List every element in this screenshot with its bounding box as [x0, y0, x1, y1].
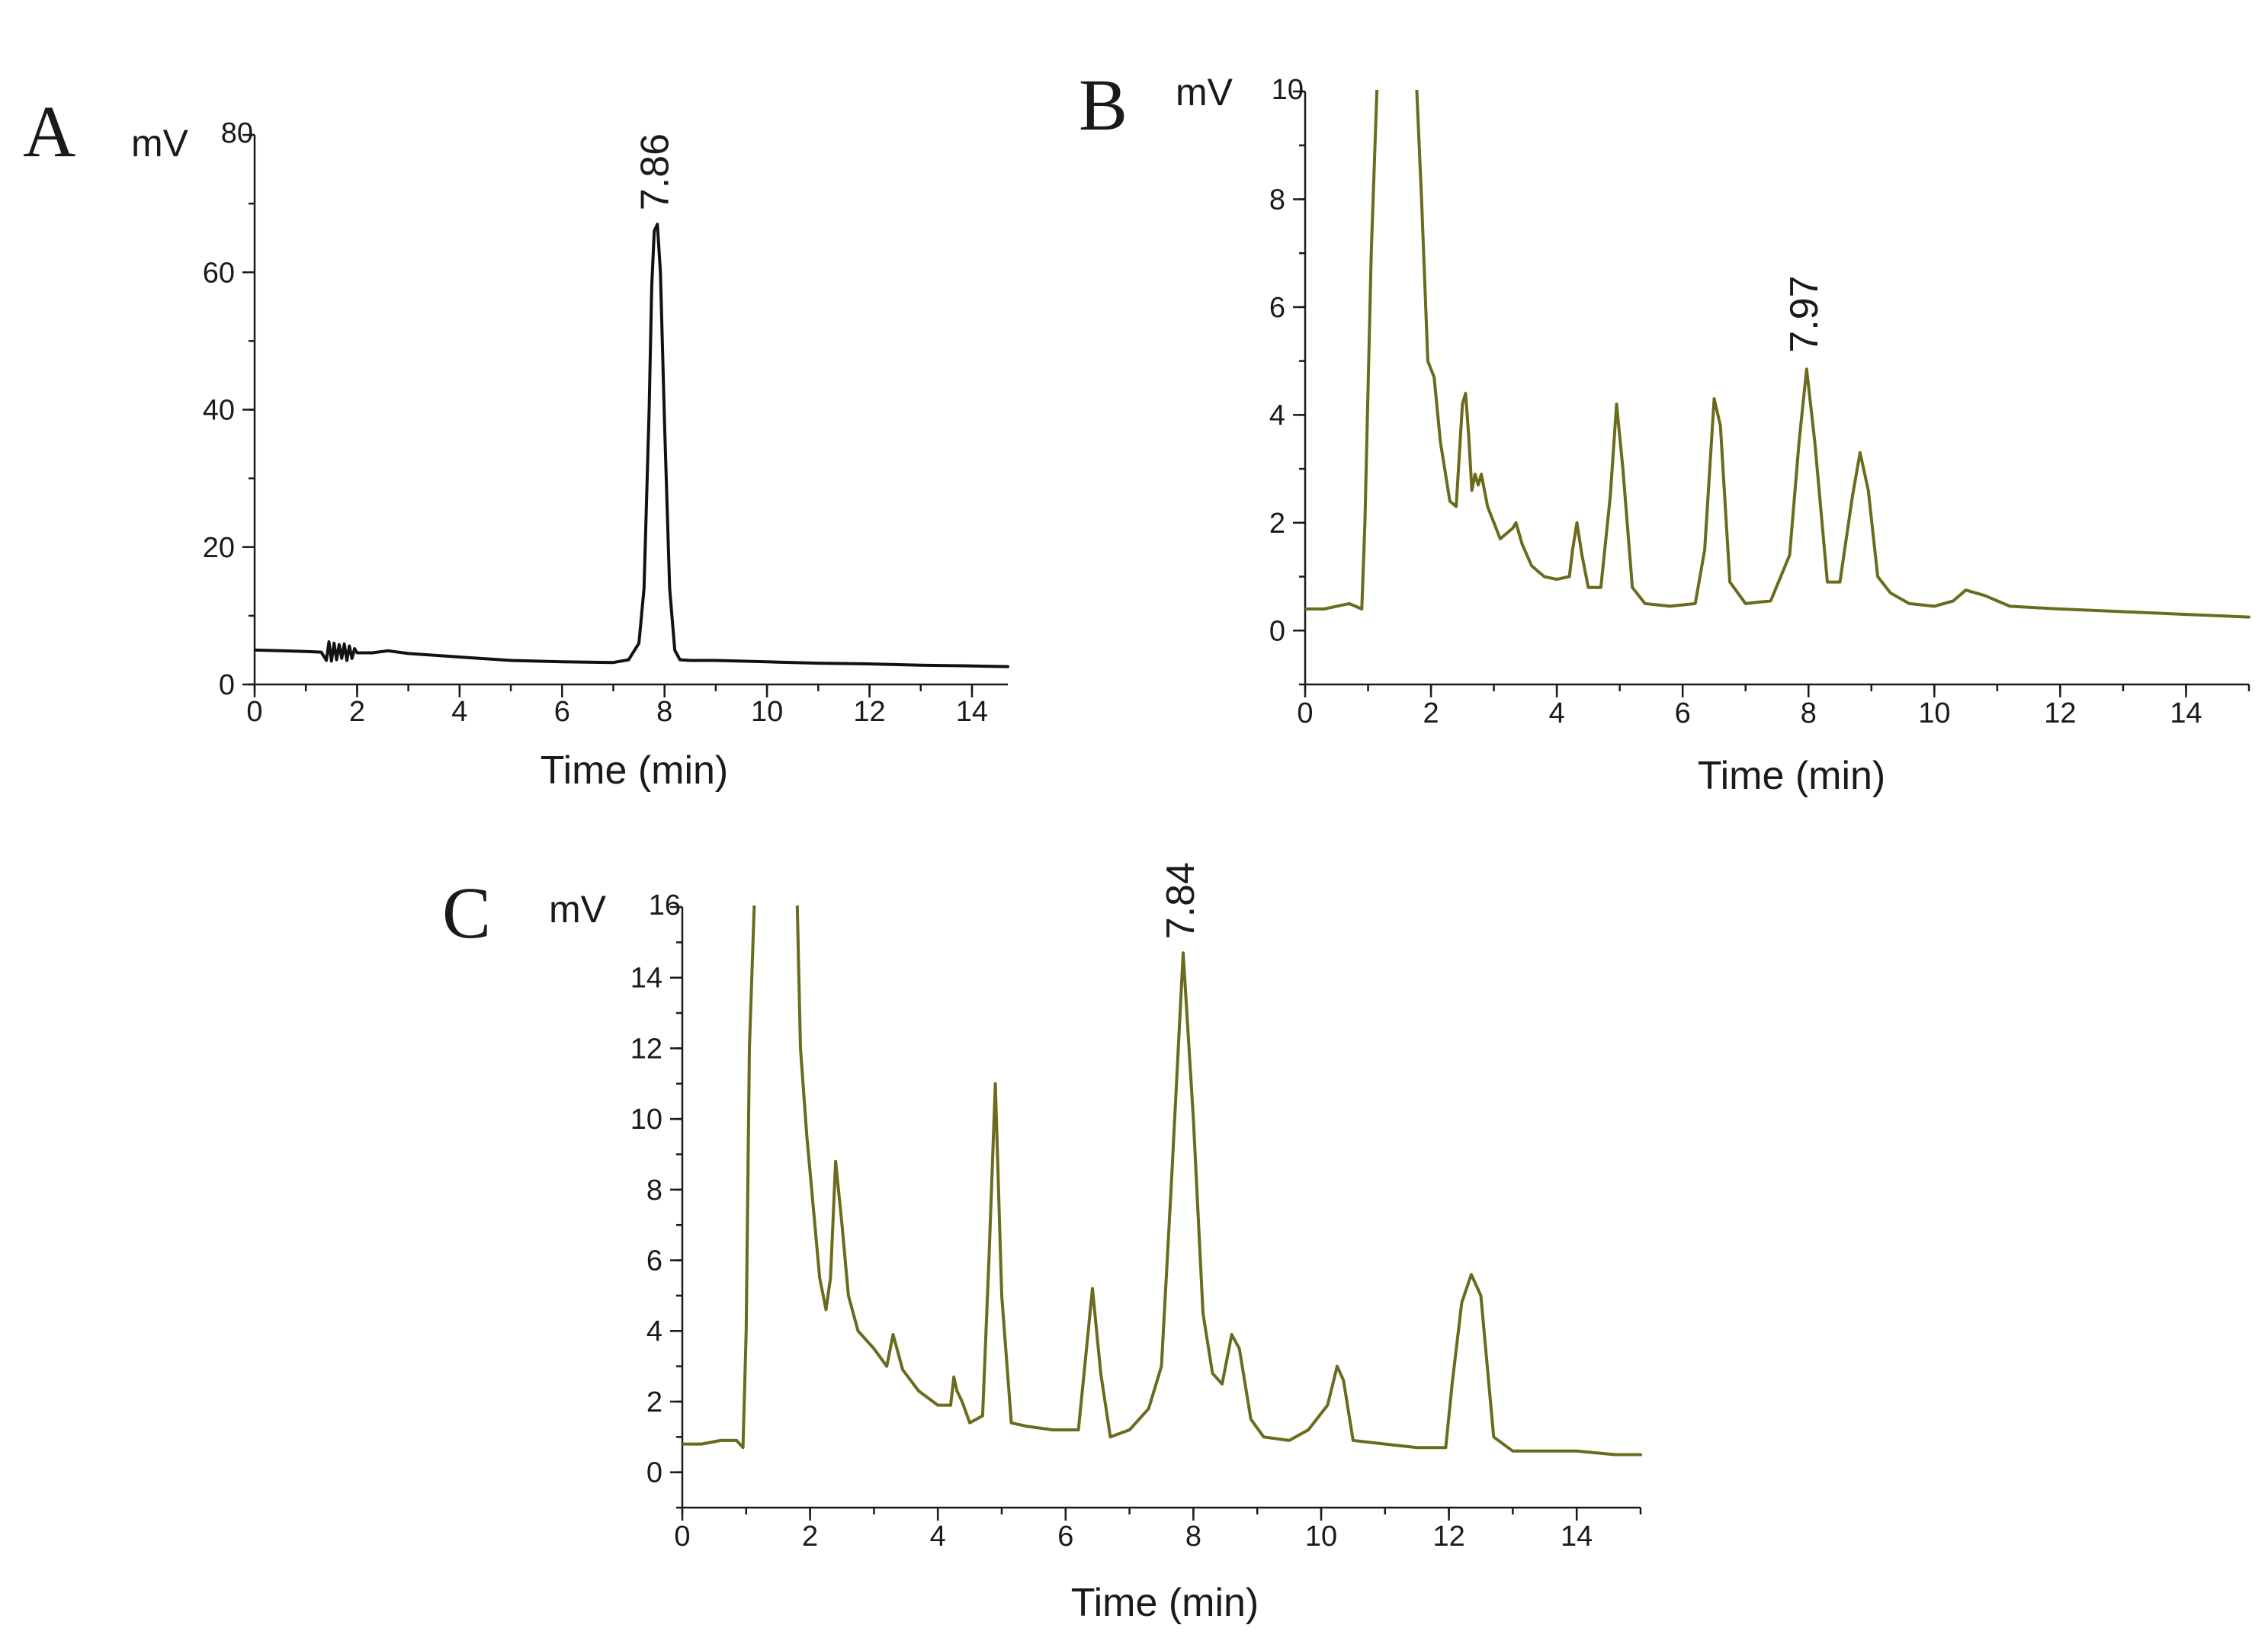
y-tick-label-c: 6 — [646, 1245, 662, 1277]
x-tick-label-a: 0 — [246, 696, 262, 728]
x-tick-label-c: 14 — [1561, 1521, 1593, 1553]
y-tick-label-b: 6 — [1269, 292, 1285, 324]
x-tick-label-c: 10 — [1305, 1521, 1337, 1553]
y-tick-label-b: 0 — [1269, 615, 1285, 647]
x-tick-label-b: 8 — [1801, 697, 1817, 729]
x-tick-label-b: 14 — [2170, 697, 2202, 729]
trace-a — [255, 223, 1009, 668]
x-tick-label-a: 12 — [853, 696, 885, 728]
chart-panel-c: C mV Time (min) 0 2 4 6 8 10 12 14 16 0 2 4 6 8 10 12 14… — [442, 862, 1642, 1625]
x-axis-title-c: Time (min) — [1071, 1581, 1259, 1625]
y-unit-label-a: mV — [131, 122, 189, 165]
axes-c: 0 2 4 6 8 10 12 14 16 0 2 4 6 8 10 12 14 — [630, 889, 1642, 1553]
x-tick-label-c: 4 — [930, 1521, 946, 1553]
x-tick-label-a: 6 — [554, 696, 570, 728]
x-axis-title-a: Time (min) — [541, 748, 729, 793]
y-tick-label-b: 10 — [1272, 74, 1304, 106]
panel-letter-c: C — [442, 872, 491, 954]
y-tick-label-b: 8 — [1269, 184, 1285, 216]
peak-label-b: 7.97 — [1782, 275, 1827, 352]
x-tick-label-a: 2 — [349, 696, 365, 728]
y-tick-label-b: 4 — [1269, 399, 1285, 431]
y-tick-label-c: 14 — [630, 963, 662, 995]
x-tick-label-b: 10 — [1918, 697, 1950, 729]
y-tick-label-a: 80 — [221, 117, 253, 149]
x-tick-label-a: 4 — [451, 696, 467, 728]
x-tick-label-b: 6 — [1675, 697, 1691, 729]
y-tick-label-a: 60 — [203, 257, 235, 289]
y-tick-label-a: 20 — [203, 532, 235, 564]
x-tick-label-a: 10 — [751, 696, 783, 728]
y-tick-label-c: 0 — [646, 1457, 662, 1489]
x-tick-label-a: 14 — [956, 696, 988, 728]
axes-a: 0 20 40 60 80 0 2 4 6 8 10 12 14 — [203, 117, 1008, 728]
y-unit-label-b: mV — [1176, 71, 1233, 114]
x-tick-label-c: 0 — [674, 1521, 690, 1553]
chart-panel-b: B mV Time (min) 0 2 4 6 8 10 0 2 4 6 8 10 12 14 7.97 — [1079, 64, 2250, 798]
y-tick-label-c: 12 — [630, 1033, 662, 1065]
x-tick-label-c: 12 — [1432, 1521, 1464, 1553]
axes-b: 0 2 4 6 8 10 0 2 4 6 8 10 12 14 — [1269, 74, 2250, 729]
y-tick-label-c: 2 — [646, 1386, 662, 1418]
y-tick-label-c: 4 — [646, 1316, 662, 1348]
annotations-b: 7.97 — [1782, 275, 1827, 352]
annotations-c: 7.84 — [1159, 862, 1203, 939]
y-tick-label-b: 2 — [1269, 508, 1285, 540]
x-tick-label-c: 6 — [1057, 1521, 1073, 1553]
y-tick-label-a: 40 — [203, 395, 235, 427]
x-tick-label-c: 8 — [1185, 1521, 1201, 1553]
x-tick-label-c: 2 — [802, 1521, 818, 1553]
peak-label-a: 7.86 — [633, 133, 677, 210]
chart-panel-a: A mV Time (min) 0 20 40 60 80 0 2 4 6 8 10 12 14 7.8… — [23, 91, 1009, 793]
x-tick-label-a: 8 — [656, 696, 672, 728]
x-tick-label-b: 12 — [2044, 697, 2076, 729]
annotations-a: 7.86 — [633, 133, 677, 210]
panel-letter-b: B — [1079, 64, 1128, 146]
x-axis-title-b: Time (min) — [1698, 754, 1886, 798]
series-line-b — [1305, 90, 2250, 619]
y-unit-label-c: mV — [549, 888, 607, 931]
x-tick-label-b: 0 — [1297, 697, 1313, 729]
y-tick-label-c: 16 — [649, 889, 681, 921]
x-tick-label-b: 4 — [1549, 697, 1565, 729]
trace-c — [682, 905, 1642, 1457]
y-tick-label-c: 8 — [646, 1175, 662, 1207]
y-tick-label-a: 0 — [219, 669, 235, 701]
series-line-a — [255, 223, 1009, 668]
peak-label-c: 7.84 — [1159, 862, 1203, 939]
x-tick-label-b: 2 — [1423, 697, 1439, 729]
trace-b — [1305, 90, 2250, 619]
y-tick-label-c: 10 — [630, 1104, 662, 1136]
series-line-c — [682, 905, 1642, 1457]
panel-letter-a: A — [23, 91, 75, 172]
